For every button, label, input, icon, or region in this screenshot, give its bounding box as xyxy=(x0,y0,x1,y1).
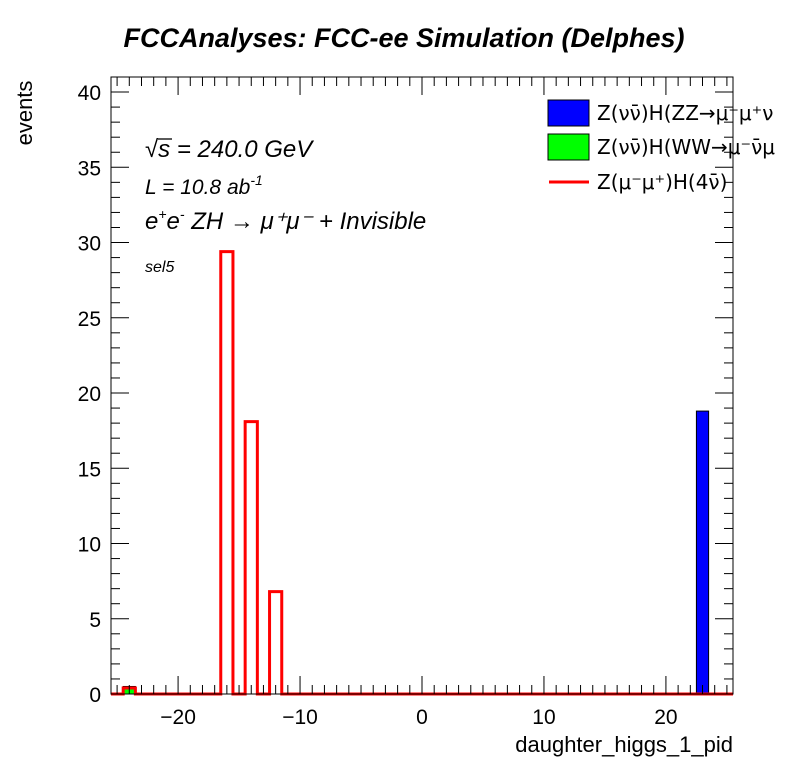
x-axis-label: daughter_higgs_1_pid xyxy=(515,732,733,757)
y-tick-label: 40 xyxy=(78,82,101,105)
histogram-line xyxy=(111,250,733,696)
legend-swatch xyxy=(547,133,590,161)
legend-swatch xyxy=(547,99,590,127)
process-annotation: ZH → μ⁺μ⁻ + Invisible xyxy=(190,208,426,235)
legend-label: Z(νν̄)H(WW→μ⁻ν̄μ xyxy=(597,135,775,159)
chart-title: FCCAnalyses: FCC-ee Simulation (Delphes) xyxy=(123,23,684,53)
sqrt-s-value: = 240.0 GeV xyxy=(170,136,314,163)
y-tick-label: 30 xyxy=(78,233,101,256)
sqrt-symbol: √ xyxy=(145,136,159,163)
axis-ticks: −20 −10 0 10 20 0 5 10 15 20 25 30 35 40 xyxy=(78,76,733,729)
process-e-plus: e xyxy=(145,208,158,235)
histogram-bar xyxy=(695,410,710,695)
y-tick-label: 15 xyxy=(78,458,101,481)
y-tick-label: 25 xyxy=(78,308,101,331)
y-tick-label: 20 xyxy=(78,383,101,406)
selection-annotation: sel5 xyxy=(145,259,174,276)
luminosity-annotation: L = 10.8 ab xyxy=(145,176,251,199)
x-tick-label: 10 xyxy=(532,706,555,729)
y-tick-label: 35 xyxy=(78,157,101,180)
luminosity-exponent: -1 xyxy=(250,172,262,188)
sqrt-s-variable: s xyxy=(158,136,170,163)
legend: Z(νν̄)H(ZZ→μ⁻μ⁺ν Z(νν̄)H(WW→μ⁻ν̄μ Z(μ⁻μ⁺)H… xyxy=(547,99,775,194)
x-tick-label: −20 xyxy=(160,706,196,729)
x-tick-label: 0 xyxy=(416,706,428,729)
y-axis-label: events xyxy=(12,81,37,146)
histogram-bars xyxy=(111,250,733,696)
x-tick-label: −10 xyxy=(282,706,318,729)
plot-frame-box xyxy=(110,76,734,695)
legend-label: Z(μ⁻μ⁺)H(4ν̄) xyxy=(597,170,727,194)
x-tick-label: 20 xyxy=(654,706,677,729)
y-tick-label: 5 xyxy=(89,609,101,632)
svg-text:e+e- ZH → μ⁺μ⁻ + Invisible: e+e- ZH → μ⁺μ⁻ + Invisible xyxy=(145,206,426,235)
svg-text:L = 10.8 ab-1: L = 10.8 ab-1 xyxy=(145,172,263,199)
y-tick-label: 0 xyxy=(89,684,101,707)
legend-label: Z(νν̄)H(ZZ→μ⁻μ⁺ν xyxy=(597,101,773,125)
plot-frame xyxy=(110,76,734,695)
y-tick-label: 10 xyxy=(78,534,101,557)
annotations: √s = 240.0 GeV L = 10.8 ab-1 e+e- ZH → μ… xyxy=(145,136,426,276)
svg-text:√s = 240.0 GeV: √s = 240.0 GeV xyxy=(145,136,314,163)
